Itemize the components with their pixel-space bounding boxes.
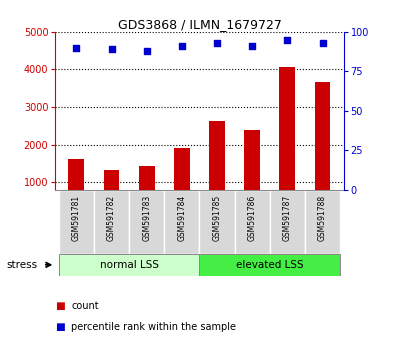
Title: GDS3868 / ILMN_1679727: GDS3868 / ILMN_1679727	[118, 18, 281, 31]
Point	[320, 40, 326, 46]
Point	[108, 46, 115, 52]
Bar	[270, 190, 305, 253]
Text: GSM591781: GSM591781	[72, 195, 81, 241]
Point	[214, 40, 220, 46]
Text: GSM591783: GSM591783	[142, 195, 151, 241]
Text: GSM591785: GSM591785	[213, 195, 222, 241]
Bar	[68, 159, 84, 220]
Text: elevated LSS: elevated LSS	[236, 260, 304, 270]
Text: GSM591786: GSM591786	[248, 195, 257, 241]
Bar	[59, 190, 94, 253]
Bar	[199, 253, 340, 276]
Point	[73, 45, 79, 51]
Bar	[129, 190, 164, 253]
Bar	[174, 148, 190, 220]
Text: normal LSS: normal LSS	[100, 260, 159, 270]
Text: GSM591787: GSM591787	[283, 195, 292, 241]
Bar	[139, 166, 154, 220]
Bar	[209, 121, 225, 220]
Bar	[103, 170, 119, 220]
Point	[143, 48, 150, 54]
Point	[284, 37, 291, 42]
Text: GSM591784: GSM591784	[177, 195, 186, 241]
Bar	[245, 130, 260, 220]
Bar	[305, 190, 340, 253]
Text: ■: ■	[55, 322, 65, 332]
Bar	[235, 190, 270, 253]
Text: percentile rank within the sample: percentile rank within the sample	[71, 322, 236, 332]
Point	[179, 43, 185, 49]
Bar	[59, 253, 199, 276]
Bar	[280, 67, 295, 220]
Bar	[315, 82, 331, 220]
Text: GSM591788: GSM591788	[318, 195, 327, 241]
Text: stress: stress	[7, 260, 38, 270]
Text: GSM591782: GSM591782	[107, 195, 116, 241]
Bar	[199, 190, 235, 253]
Text: ■: ■	[55, 301, 65, 311]
Text: count: count	[71, 301, 99, 311]
Bar	[94, 190, 129, 253]
Bar	[164, 190, 199, 253]
Point	[249, 43, 256, 49]
